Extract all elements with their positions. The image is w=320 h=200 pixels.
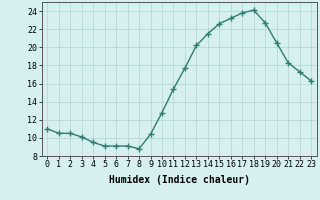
X-axis label: Humidex (Indice chaleur): Humidex (Indice chaleur) bbox=[109, 175, 250, 185]
